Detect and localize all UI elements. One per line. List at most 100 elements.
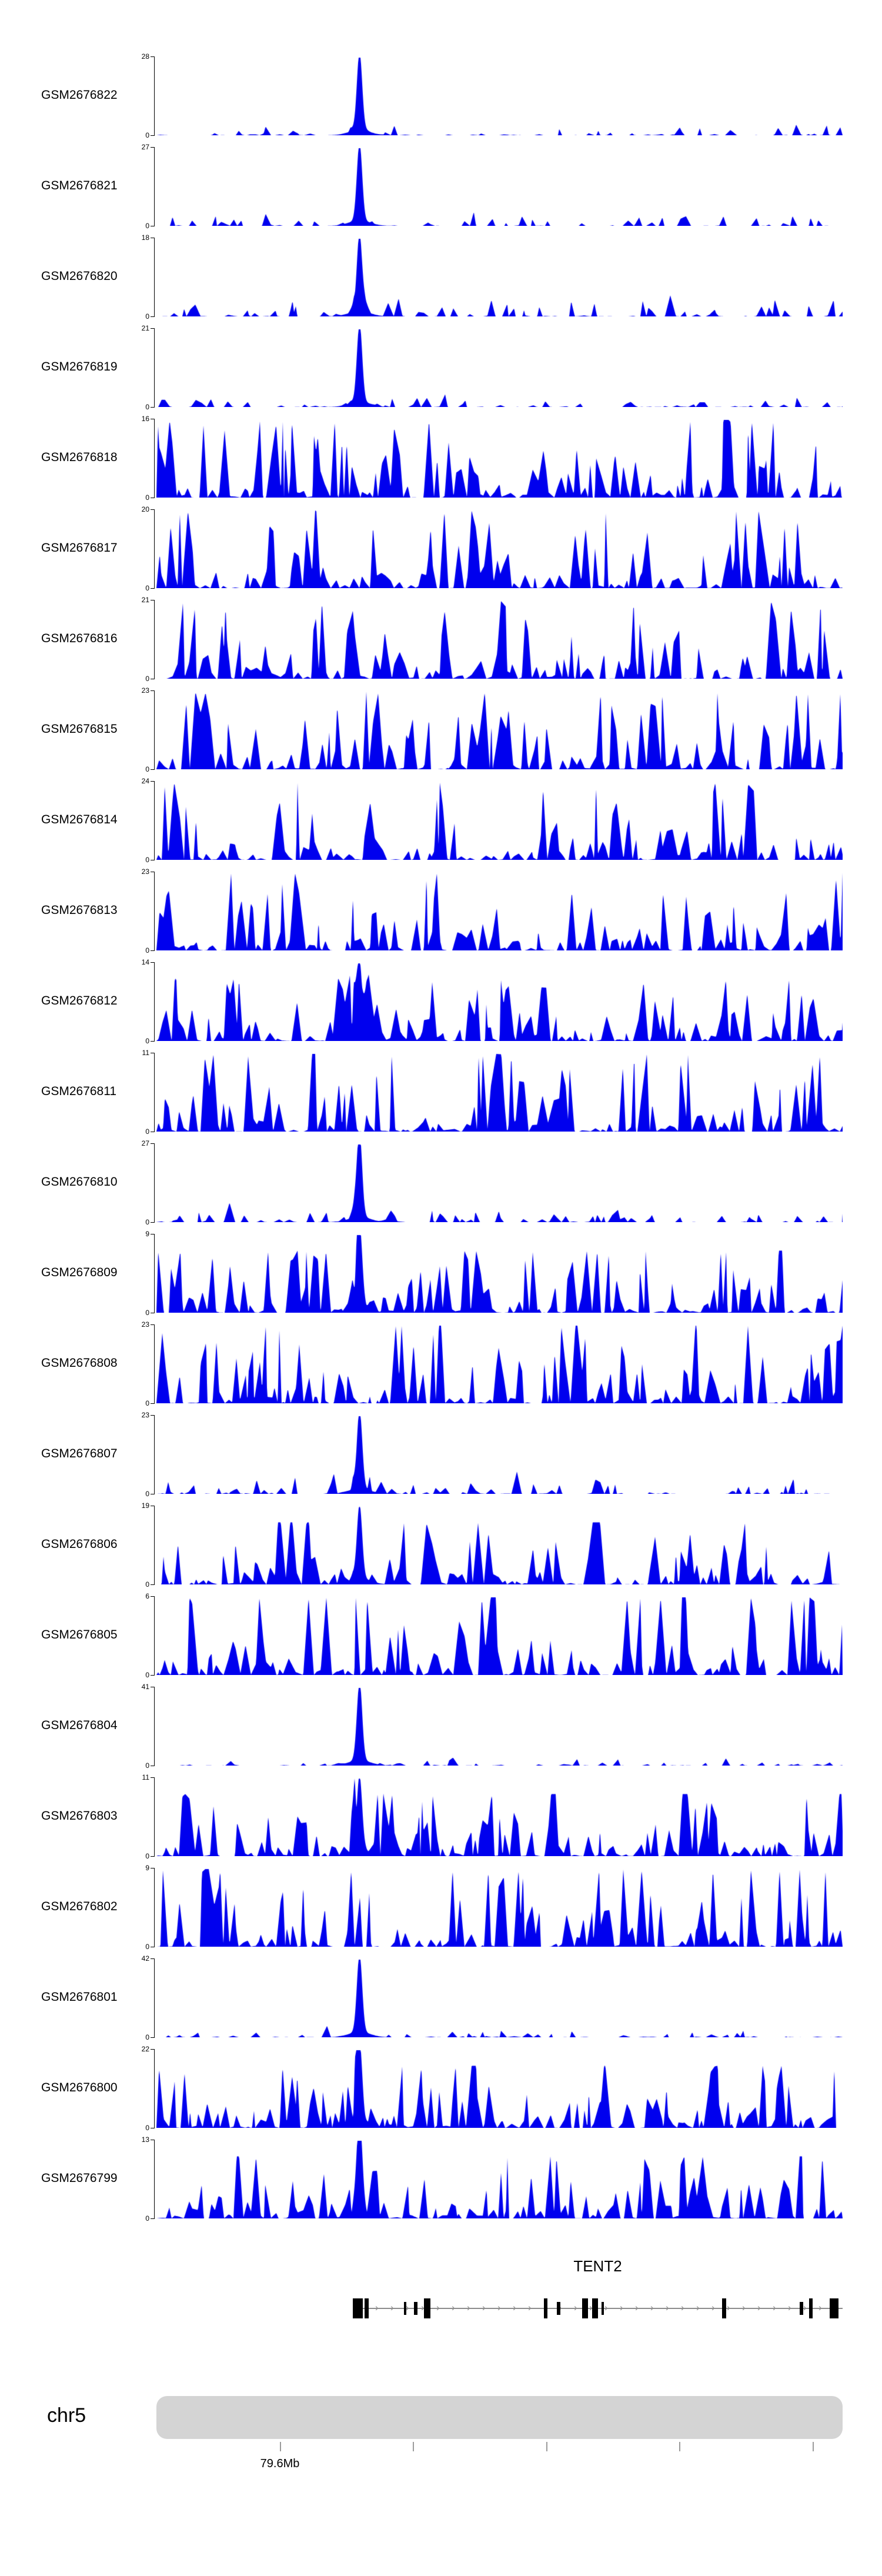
strand-arrow-icon: › <box>803 2302 807 2313</box>
coverage-plot <box>156 1415 843 1494</box>
yaxis-max-label: 14 <box>141 958 149 966</box>
yaxis-line <box>154 147 155 226</box>
yaxis-zero-label: 0 <box>145 1852 149 1860</box>
yaxis-tick <box>151 690 155 691</box>
strand-arrow-icon: › <box>620 2302 623 2313</box>
yaxis-line <box>154 872 155 951</box>
gene-exon <box>592 2298 598 2318</box>
track-label: GSM2676816 <box>41 632 118 645</box>
yaxis-max-label: 27 <box>141 1139 149 1147</box>
yaxis-tick <box>151 1403 155 1404</box>
yaxis-tick <box>151 1415 155 1416</box>
data-track: GSM2676807 23 0 <box>0 1408 882 1499</box>
yaxis-tick <box>151 1584 155 1585</box>
yaxis-zero-label: 0 <box>145 493 149 502</box>
yaxis-max-label: 42 <box>141 1954 149 1963</box>
data-track: GSM2676810 27 0 <box>0 1136 882 1227</box>
chromosome-ideogram <box>156 2396 843 2439</box>
coverage-plot <box>156 147 843 226</box>
track-label: GSM2676822 <box>41 88 118 102</box>
coverage-plot <box>156 419 843 498</box>
coverage-plot <box>156 690 843 769</box>
yaxis-zero-label: 0 <box>145 1037 149 1045</box>
strand-arrow-icon: › <box>467 2302 470 2313</box>
coverage-plot <box>156 872 843 950</box>
strand-arrow-icon: › <box>773 2302 776 2313</box>
yaxis-line <box>154 2049 155 2128</box>
yaxis-tick <box>151 1856 155 1857</box>
yaxis-line <box>154 781 155 860</box>
yaxis-line <box>154 1234 155 1313</box>
track-label: GSM2676804 <box>41 1719 118 1732</box>
yaxis-tick <box>151 950 155 951</box>
data-track: GSM2676799 13 0 <box>0 2133 882 2223</box>
strand-arrow-icon: › <box>696 2302 700 2313</box>
chromosome-label: chr5 <box>47 2404 86 2427</box>
yaxis-zero-label: 0 <box>145 1490 149 1498</box>
yaxis-tick <box>151 962 155 963</box>
yaxis-max-label: 21 <box>141 596 149 604</box>
track-label: GSM2676808 <box>41 1356 118 1370</box>
yaxis-zero-label: 0 <box>145 946 149 955</box>
coverage-plot <box>156 1687 843 1766</box>
data-track: GSM2676819 21 0 <box>0 321 882 412</box>
yaxis-line <box>154 1596 155 1676</box>
strand-arrow-icon: › <box>436 2302 440 2313</box>
yaxis-line <box>154 1324 155 1404</box>
yaxis-zero-label: 0 <box>145 765 149 773</box>
strand-arrow-icon: › <box>604 2302 608 2313</box>
strand-arrow-icon: › <box>497 2302 501 2313</box>
yaxis-zero-label: 0 <box>145 2214 149 2223</box>
yaxis-zero-label: 0 <box>145 2124 149 2132</box>
coverage-plot <box>156 781 843 860</box>
track-label: GSM2676799 <box>41 2171 118 2185</box>
track-label: GSM2676819 <box>41 360 118 373</box>
yaxis-line <box>154 1958 155 2038</box>
track-label: GSM2676817 <box>41 541 118 555</box>
coverage-plot <box>156 962 843 1041</box>
genome-axis-tick <box>413 2442 414 2451</box>
yaxis-zero-label: 0 <box>145 403 149 411</box>
yaxis-tick <box>151 316 155 317</box>
yaxis-tick <box>151 328 155 329</box>
strand-arrow-icon: › <box>818 2302 822 2313</box>
strand-arrow-icon: › <box>452 2302 455 2313</box>
track-label: GSM2676805 <box>41 1628 118 1641</box>
yaxis-tick <box>151 1596 155 1597</box>
track-label: GSM2676809 <box>41 1266 118 1279</box>
coverage-plot <box>156 238 843 316</box>
data-track: GSM2676805 6 0 <box>0 1589 882 1680</box>
genome-axis-tick-label: 79.6Mb <box>260 2457 300 2470</box>
yaxis-line <box>154 690 155 770</box>
yaxis-zero-label: 0 <box>145 584 149 592</box>
strand-arrow-icon: › <box>421 2302 425 2313</box>
coverage-plot <box>156 2140 843 2218</box>
gene-exon <box>424 2298 430 2318</box>
yaxis-zero-label: 0 <box>145 131 149 139</box>
yaxis-line <box>154 2140 155 2219</box>
yaxis-max-label: 13 <box>141 2135 149 2144</box>
gene-exon <box>414 2302 417 2315</box>
track-label: GSM2676818 <box>41 451 118 464</box>
strand-arrow-icon: › <box>757 2302 761 2313</box>
yaxis-max-label: 24 <box>141 777 149 785</box>
yaxis-zero-label: 0 <box>145 1761 149 1770</box>
yaxis-tick <box>151 1958 155 1959</box>
genome-axis-tick <box>546 2442 547 2451</box>
track-label: GSM2676820 <box>41 269 118 283</box>
track-label: GSM2676814 <box>41 813 118 826</box>
strand-arrow-icon: › <box>742 2302 746 2313</box>
yaxis-tick <box>151 2218 155 2219</box>
yaxis-zero-label: 0 <box>145 1399 149 1407</box>
yaxis-zero-label: 0 <box>145 1580 149 1589</box>
data-track: GSM2676800 22 0 <box>0 2042 882 2133</box>
data-track: GSM2676804 41 0 <box>0 1680 882 1770</box>
yaxis-max-label: 23 <box>141 1320 149 1329</box>
data-track: GSM2676809 9 0 <box>0 1227 882 1317</box>
data-track: GSM2676818 16 0 <box>0 412 882 502</box>
yaxis-max-label: 6 <box>145 1592 149 1600</box>
gene-exon <box>602 2302 604 2315</box>
yaxis-tick <box>151 2037 155 2038</box>
yaxis-max-label: 19 <box>141 1501 149 1510</box>
